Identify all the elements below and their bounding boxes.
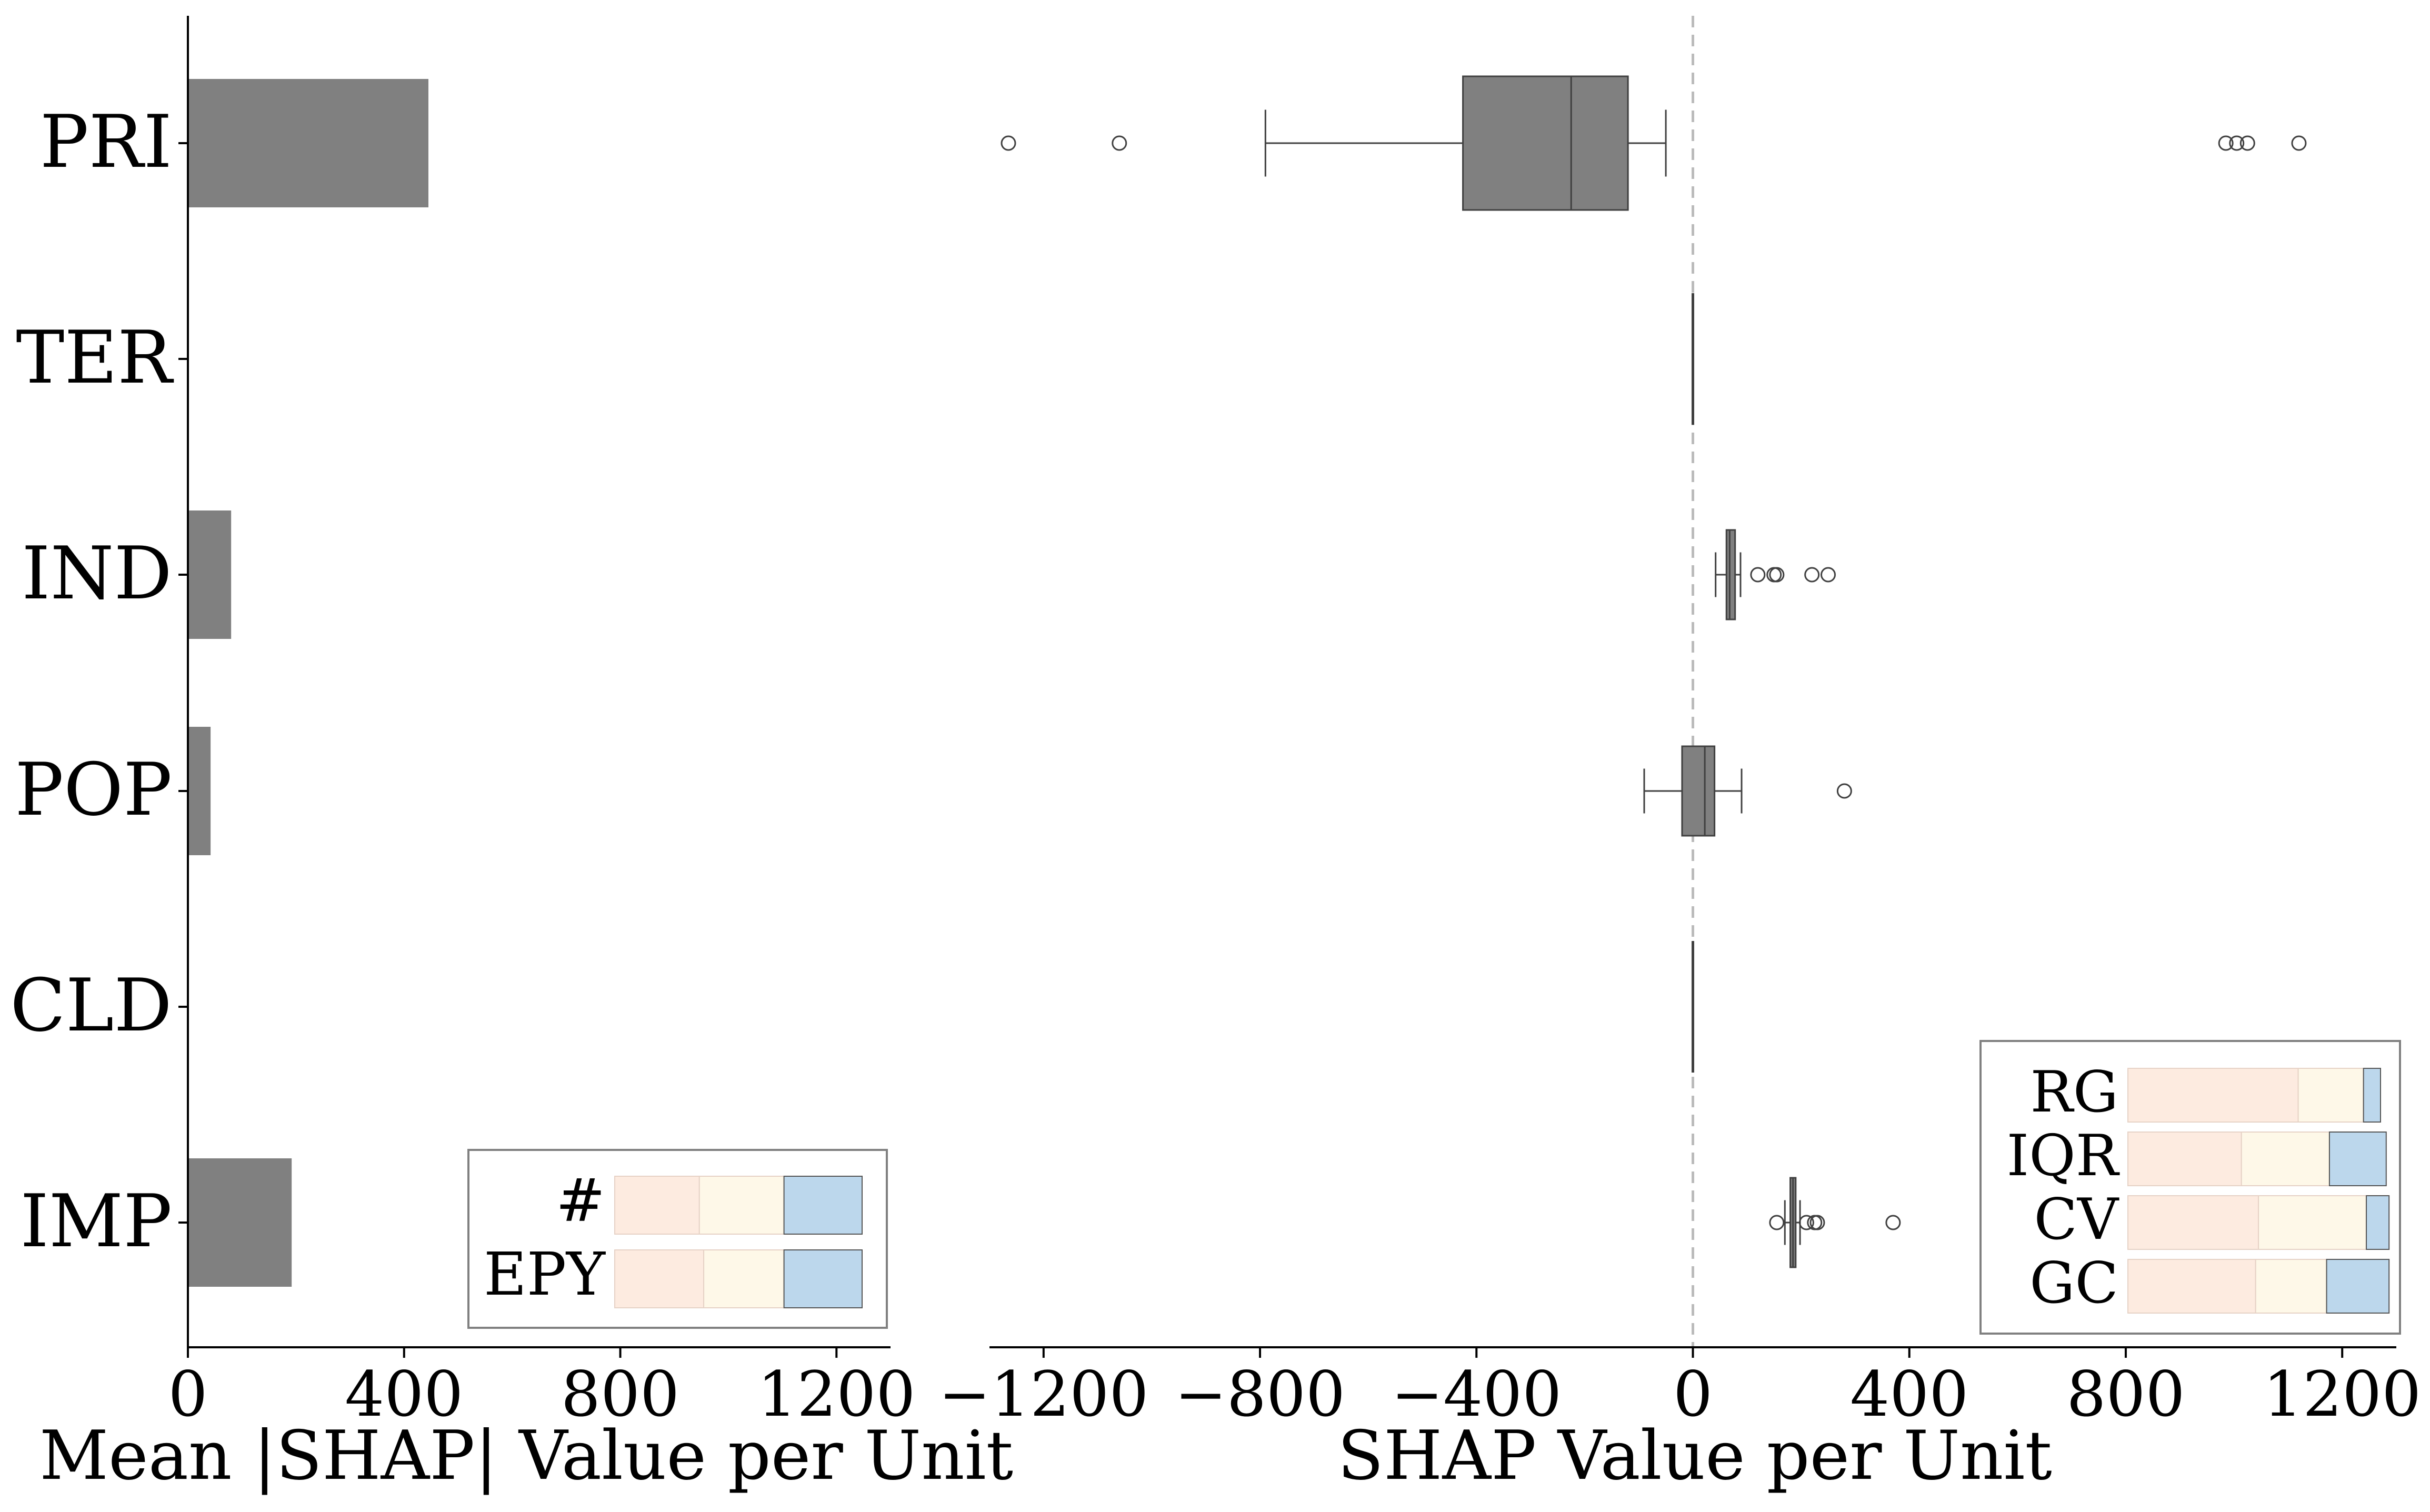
outlier-pri [2239,135,2255,151]
y-tick-label-cld: CLD [10,963,172,1048]
outlier-pri [2218,135,2234,151]
right-x-tick-label: −1200 [938,1358,1148,1430]
outlier-ind [1821,567,1836,583]
mean-shap-bar-panel: PRI TER IND POP CLD IMP 0 400 800 1200 #EPY [10,16,915,1430]
left-legend-segment [614,1176,700,1235]
right-legend-label: IQR [2006,1123,2119,1189]
right-legend-segment [2258,1195,2367,1250]
left-legend-segment [783,1176,863,1235]
right-x-tick-label: 1200 [2263,1358,2421,1430]
right-legend-segment [2241,1132,2330,1186]
right-legend-label: CV [2034,1187,2119,1253]
outlier-pri [2229,135,2245,151]
right-legend-segment [2255,1259,2327,1314]
y-tick-label-ind: IND [22,531,172,616]
left-legend-segment [614,1249,705,1308]
left-legend-label: # [556,1167,605,1235]
outlier-pri [1001,135,1016,151]
right-legend-segment [2127,1259,2256,1314]
left-x-tick-label: 1200 [757,1358,915,1430]
left-legend-segment [783,1249,863,1308]
right-legend-segment [2297,1068,2364,1123]
right-legend-segment [2127,1195,2259,1250]
outlier-ind [1750,567,1766,583]
y-tick-label-pri: PRI [40,99,172,184]
bar-imp [188,1158,292,1287]
right-x-tick-label: −400 [1391,1358,1562,1430]
outlier-pri [1112,135,1127,151]
bar-pop [188,727,211,855]
right-legend-label: GC [2029,1250,2118,1316]
outlier-imp [1809,1215,1825,1230]
left-legend-segment [703,1249,785,1308]
right-legend-segment [2366,1195,2390,1250]
outlier-imp [1769,1215,1785,1230]
right-x-tick-label: 0 [1673,1358,1713,1430]
left-legend-segment [698,1176,785,1235]
left-legend-label: EPY [484,1240,606,1309]
y-tick-label-pop: POP [15,747,172,832]
left-x-tick-label: 0 [168,1358,207,1430]
left-x-tick-label: 400 [345,1358,463,1430]
right-legend-segment [2326,1259,2390,1314]
right-x-axis-label: SHAP Value per Unit [1337,1417,2052,1495]
right-legend-segment [2363,1068,2382,1123]
right-legend-segment [2127,1068,2299,1123]
outlier-imp [1798,1215,1814,1230]
left-x-axis-label: Mean |SHAP| Value per Unit [39,1417,1013,1495]
box-ind [1725,529,1736,620]
y-tick-label-imp: IMP [20,1179,172,1264]
right-x-tick-label: 400 [1850,1358,1968,1430]
box-pop [1681,745,1716,837]
box-pri [1462,75,1629,211]
right-legend-label: RG [2030,1059,2118,1125]
outlier-pri [2291,135,2307,151]
right-x-tick-label: −800 [1175,1358,1345,1430]
outlier-pop [1836,783,1852,799]
y-tick-label-ter: TER [16,315,174,400]
outlier-ind [1804,567,1820,583]
right-x-tick-label: 800 [2066,1358,2185,1430]
outlier-ind [1769,567,1785,583]
outlier-imp [1885,1215,1901,1230]
bar-pri [188,79,428,207]
bar-ind [188,510,232,639]
right-legend-segment [2127,1132,2242,1186]
right-legend-segment [2328,1132,2387,1186]
left-x-tick-label: 800 [561,1358,679,1430]
